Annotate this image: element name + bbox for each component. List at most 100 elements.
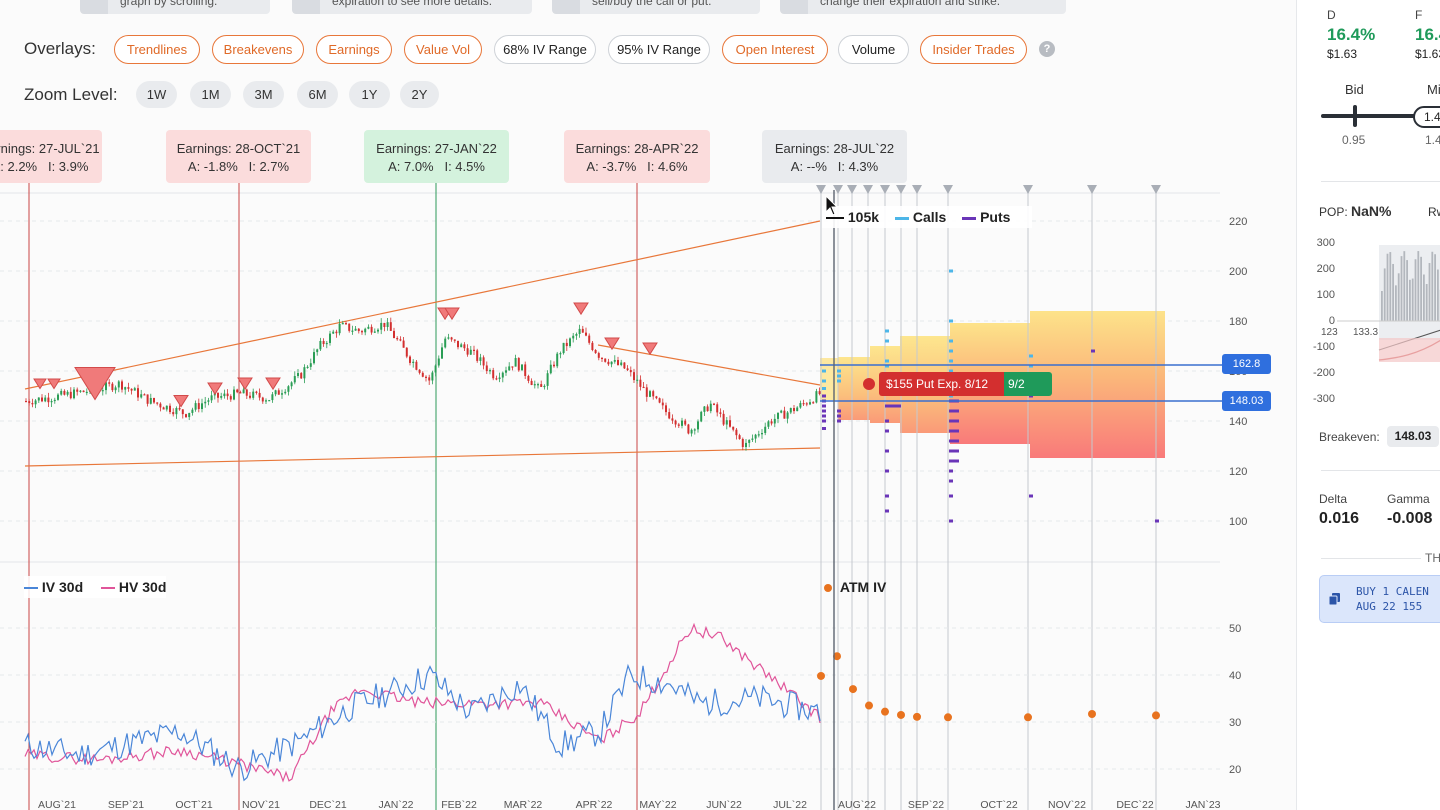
help-icon[interactable]: ?	[1039, 41, 1055, 57]
candle-body	[415, 361, 418, 370]
pl-hist-bar	[1395, 285, 1397, 321]
delta-label: Delta	[1319, 492, 1348, 506]
candle-body	[652, 391, 655, 397]
candle-body	[690, 429, 693, 434]
zoom-6m-button[interactable]: 6M	[297, 81, 338, 108]
atm-iv-points	[817, 652, 1160, 722]
pl-hist-bar	[1420, 256, 1422, 321]
earnings-box-oct21[interactable]: Earnings: 28-OCT`21 A: -1.8% I: 2.7%	[166, 130, 311, 183]
col-d-price: $1.63	[1327, 47, 1358, 61]
candle-body	[63, 390, 66, 395]
atm-iv-point	[865, 701, 873, 710]
overlay-open-interest[interactable]: Open Interest	[722, 35, 828, 64]
candle-body	[191, 409, 194, 413]
iv-legend: IV 30d HV 30d	[24, 576, 167, 598]
candle-body	[108, 382, 111, 384]
lower-breakeven-label: 148.03	[1222, 391, 1271, 411]
candle-body	[495, 378, 498, 380]
zoom-3m-button[interactable]: 3M	[243, 81, 284, 108]
pl-hist-bar	[1383, 268, 1386, 321]
call-oi-bar	[949, 349, 953, 353]
candle-body	[165, 405, 168, 410]
tip-text: expiration to see more details.	[332, 0, 493, 8]
iv-gridlines	[0, 627, 1220, 770]
candle-body	[140, 394, 143, 398]
puts-legend-swatch	[962, 216, 977, 220]
candle-body	[226, 393, 229, 397]
candle-body	[764, 426, 767, 434]
insider-trade-icon	[74, 367, 116, 401]
candle-body	[277, 390, 280, 395]
volume-legend: 105k	[847, 209, 880, 225]
candle-body	[169, 405, 171, 413]
candle-body	[271, 394, 274, 401]
pl-y-tick: 300	[1317, 237, 1335, 249]
call-leg-label[interactable]: 9/2	[1004, 372, 1052, 396]
candle-body	[629, 370, 632, 373]
copy-icon[interactable]	[1328, 592, 1342, 606]
pl-hist-bar	[1397, 273, 1400, 321]
expiration-marker-icon	[1151, 185, 1161, 194]
earnings-box-jul22[interactable]: Earnings: 28-JUL`22 A: --% I: 4.3%	[762, 130, 907, 183]
put-leg-label[interactable]: $155 Put Exp. 8/12	[879, 372, 1004, 396]
overlay-volume[interactable]: Volume	[838, 35, 909, 64]
mid-price-field[interactable]: 1.4	[1413, 106, 1440, 128]
candle-body	[172, 412, 175, 415]
candle-body	[73, 389, 75, 399]
candle-body	[693, 429, 696, 431]
x-axis-tick: JAN`22	[378, 799, 413, 810]
earnings-box-jul21[interactable]: Earnings: 27-JUL`21 A: 2.2% I: 3.9%	[0, 130, 102, 183]
candle-body	[761, 433, 763, 435]
delta-value: 0.016	[1319, 510, 1360, 527]
candle-body	[729, 420, 731, 427]
candle-body	[476, 350, 479, 361]
trade-panel: D F 16.4% 16.4 $1.63 $1.63 Bid Mi 1.4 0.…	[1296, 0, 1440, 810]
candle-body	[738, 435, 741, 440]
overlay-95-iv-range[interactable]: 95% IV Range	[608, 35, 710, 64]
trade-marker-icon[interactable]	[863, 378, 875, 390]
candle-body	[306, 366, 309, 369]
earnings-title: Earnings: 28-JUL`22	[774, 141, 895, 156]
overlay-trendlines[interactable]: Trendlines	[114, 35, 200, 64]
candle-body	[319, 340, 322, 350]
candle-body	[805, 403, 808, 405]
puts-legend: Puts	[980, 209, 1011, 225]
candle-body	[793, 408, 795, 412]
candle-body	[101, 390, 104, 392]
candle-body	[466, 348, 469, 355]
price-slider-track[interactable]	[1321, 114, 1440, 118]
zoom-1w-button[interactable]: 1W	[136, 81, 177, 108]
put-oi-bar	[822, 399, 826, 403]
order-summary[interactable]: BUY 1 CALEN AUG 22 155	[1319, 575, 1440, 623]
overlay-value-vol[interactable]: Value Vol	[404, 35, 482, 64]
candle-body	[725, 420, 728, 425]
overlay-earnings[interactable]: Earnings	[316, 35, 392, 64]
candle-body	[354, 328, 357, 331]
put-oi-bar	[822, 404, 826, 408]
candle-body	[258, 392, 261, 398]
candle-body	[594, 350, 597, 354]
candle-body	[210, 395, 213, 401]
candle-body	[658, 398, 661, 403]
expiration-marker-icon	[816, 185, 826, 194]
overlay-breakevens[interactable]: Breakevens	[212, 35, 304, 64]
earnings-box-apr22[interactable]: Earnings: 28-APR`22 A: -3.7% I: 4.6%	[564, 130, 710, 183]
pl-hist-bar	[1423, 274, 1425, 321]
zoom-1m-button[interactable]: 1M	[190, 81, 231, 108]
pl-hist-bar	[1434, 254, 1436, 321]
zoom-1y-button[interactable]: 1Y	[349, 81, 390, 108]
put-oi-bar	[949, 469, 953, 473]
candle-body	[293, 376, 296, 383]
trendline-resistance	[597, 344, 821, 386]
insider-trade-icon	[573, 302, 589, 316]
candle-body	[527, 375, 530, 381]
candle-body	[153, 397, 155, 403]
candle-body	[25, 401, 27, 403]
overlay-insider-trades[interactable]: Insider Trades	[920, 35, 1027, 64]
put-oi-bar	[885, 429, 889, 433]
overlay-68-iv-range[interactable]: 68% IV Range	[494, 35, 596, 64]
zoom-2y-button[interactable]: 2Y	[400, 81, 439, 108]
earnings-box-jan22[interactable]: Earnings: 27-JAN`22 A: 7.0% I: 4.5%	[364, 130, 509, 183]
bid-slider-handle[interactable]	[1353, 105, 1357, 127]
